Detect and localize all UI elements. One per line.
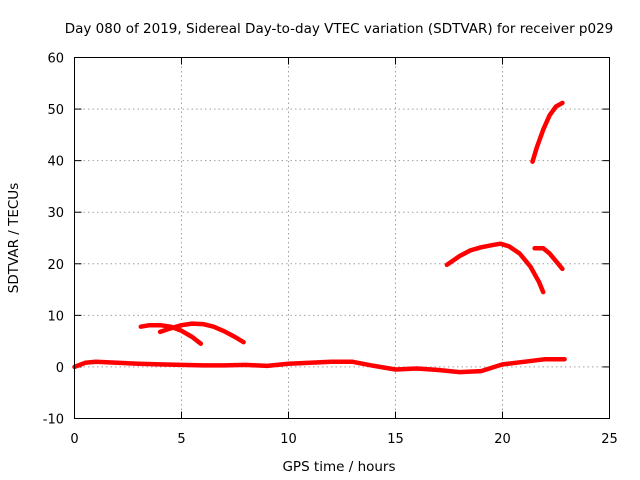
x-tick-label: 10 — [280, 432, 297, 447]
x-tick-label: 5 — [177, 432, 185, 447]
x-axis-label: GPS time / hours — [282, 459, 395, 475]
chart-title: Day 080 of 2019, Sidereal Day-to-day VTE… — [65, 21, 614, 37]
series-arc-d — [532, 246, 565, 272]
series-arc-b — [157, 321, 246, 345]
x-tick-label: 20 — [494, 432, 511, 447]
series-arc-e — [530, 100, 565, 164]
y-tick-label: 0 — [56, 361, 64, 376]
axis-ticks: 0 5 10 15 20 25 -10 0 10 20 30 40 50 60 — [43, 52, 618, 448]
y-axis-label: SDTVAR / TECUs — [6, 183, 22, 293]
grid — [74, 57, 610, 419]
series-group — [72, 100, 567, 375]
plot-frame — [74, 57, 610, 419]
y-tick-label: 60 — [47, 52, 64, 67]
x-tick-label: 0 — [70, 432, 78, 447]
x-tick-label: 25 — [601, 432, 618, 447]
y-tick-label: -10 — [43, 413, 64, 428]
series-arc-c — [444, 241, 546, 295]
y-tick-label: 50 — [47, 103, 64, 118]
series-baseline — [72, 356, 567, 375]
y-tick-label: 10 — [47, 309, 64, 324]
y-tick-label: 20 — [47, 258, 64, 273]
y-tick-label: 30 — [47, 206, 64, 221]
y-tick-label: 40 — [47, 155, 64, 170]
x-tick-label: 15 — [387, 432, 404, 447]
